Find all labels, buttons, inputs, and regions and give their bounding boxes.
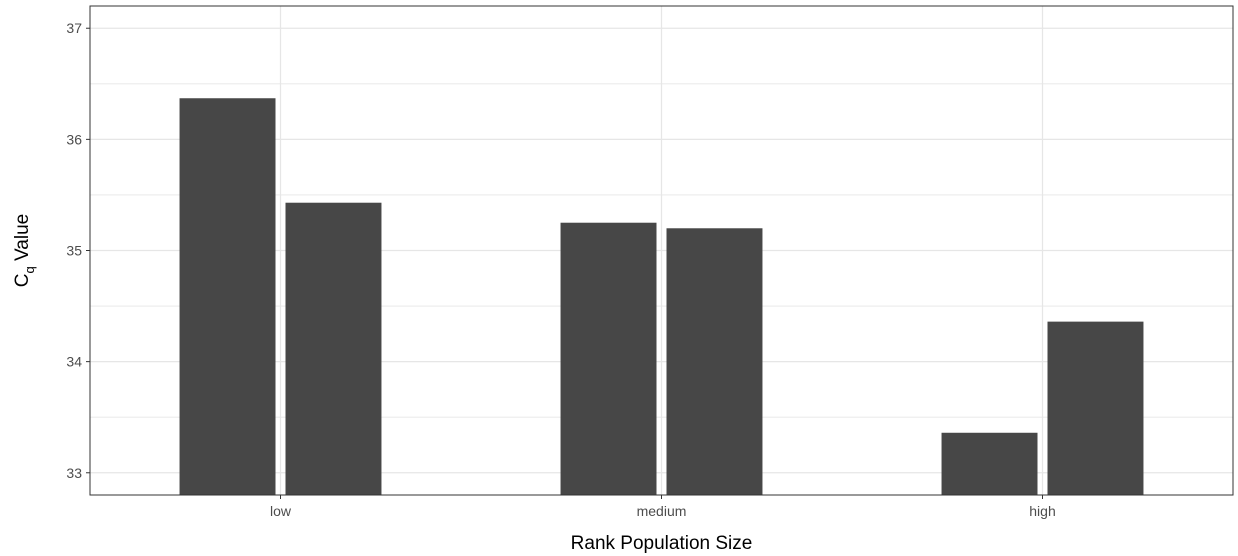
x-tick-label: low — [270, 503, 292, 519]
x-tick-label: high — [1029, 503, 1055, 519]
bar — [179, 98, 276, 496]
bar — [941, 432, 1038, 495]
y-tick-label: 35 — [66, 243, 82, 259]
x-axis-title: Rank Population Size — [571, 533, 753, 554]
y-axis-ticks: 33 34 35 36 37 — [66, 20, 90, 481]
bar — [285, 202, 382, 495]
x-tick-label: medium — [637, 503, 687, 519]
y-axis-title: Cq Value — [12, 214, 37, 287]
bar — [560, 222, 657, 495]
bar — [666, 228, 763, 496]
y-axis-title-main: C — [12, 273, 33, 287]
grid-lines — [90, 6, 1233, 495]
y-tick-label: 37 — [66, 20, 82, 36]
y-axis-title-suffix: Value — [12, 214, 33, 266]
y-tick-label: 34 — [66, 354, 82, 370]
y-axis-title-subscript: q — [22, 266, 37, 273]
y-tick-label: 36 — [66, 131, 82, 147]
y-tick-label: 33 — [66, 465, 82, 481]
bar — [1047, 321, 1144, 495]
bars — [179, 98, 1144, 496]
x-axis-ticks: low medium high — [270, 495, 1056, 519]
